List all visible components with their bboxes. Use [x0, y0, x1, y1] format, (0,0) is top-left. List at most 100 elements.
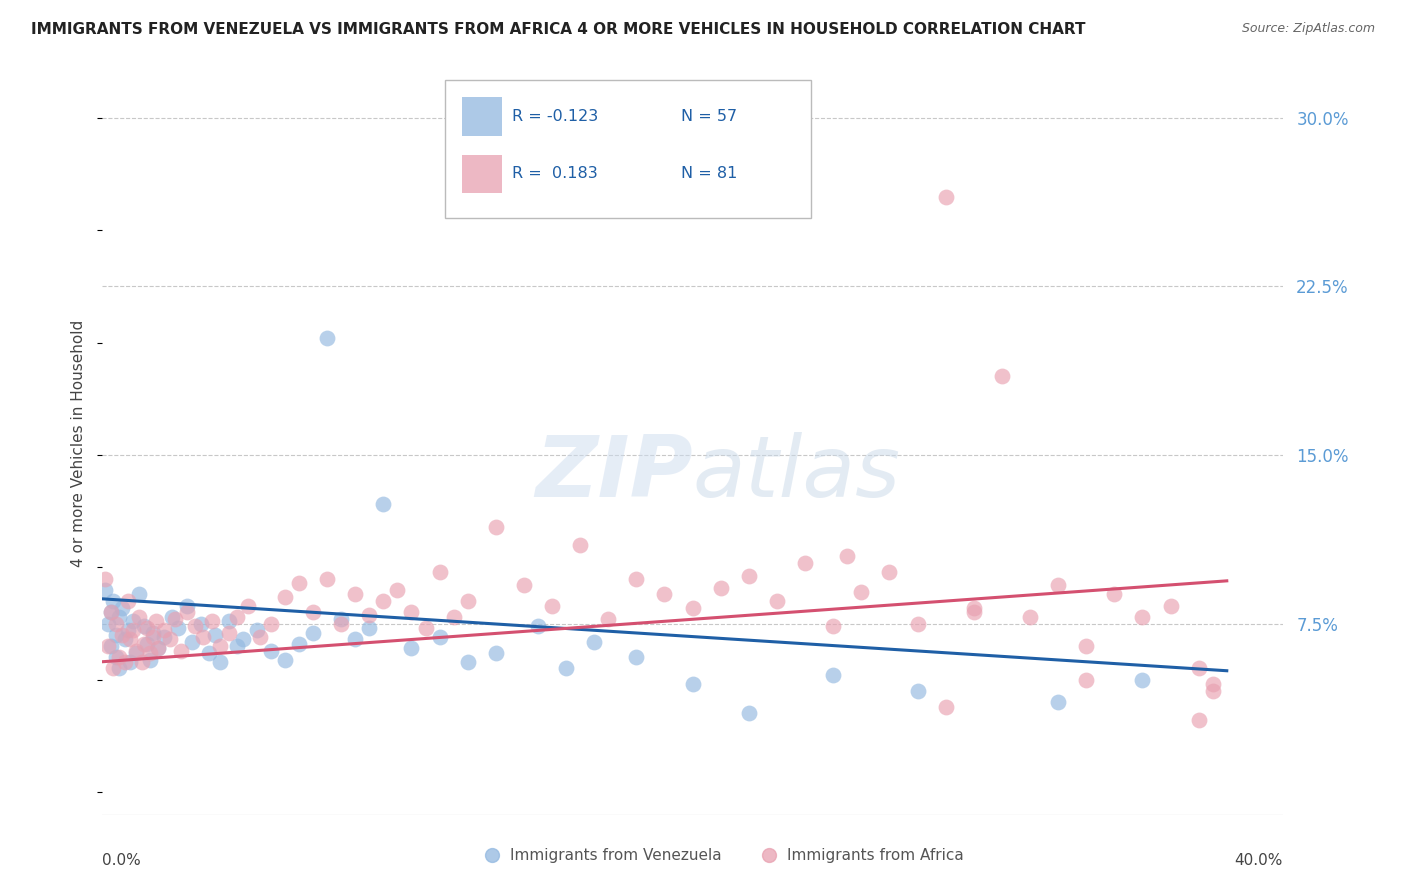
Point — [1019, 609, 1042, 624]
Point — [97, 639, 120, 653]
Text: Source: ZipAtlas.com: Source: ZipAtlas.com — [1241, 22, 1375, 36]
Point — [181, 634, 204, 648]
Point — [935, 189, 957, 203]
Point — [139, 652, 162, 666]
Point — [330, 616, 353, 631]
Point — [122, 615, 145, 629]
Point — [344, 587, 367, 601]
Point — [170, 643, 193, 657]
Point — [184, 619, 207, 633]
Point — [541, 599, 564, 613]
Point — [316, 572, 339, 586]
Point — [103, 661, 125, 675]
Point — [302, 605, 325, 619]
Point — [963, 600, 986, 615]
Text: N = 81: N = 81 — [681, 166, 737, 180]
Point — [1104, 587, 1126, 601]
Point — [837, 549, 859, 563]
Point — [136, 621, 159, 635]
Point — [120, 632, 142, 647]
Point — [794, 556, 817, 570]
Text: atlas: atlas — [693, 432, 901, 515]
Point — [274, 652, 297, 666]
Text: R =  0.183: R = 0.183 — [512, 166, 598, 180]
Point — [117, 594, 139, 608]
Point — [288, 576, 311, 591]
FancyBboxPatch shape — [463, 97, 502, 136]
Point — [238, 599, 260, 613]
Point — [513, 578, 536, 592]
Point — [288, 637, 311, 651]
Point — [100, 639, 122, 653]
Point — [316, 331, 339, 345]
Point — [485, 646, 508, 660]
Point — [162, 609, 184, 624]
Point — [176, 605, 198, 619]
Point — [359, 607, 381, 622]
Point — [148, 641, 170, 656]
Point — [201, 615, 224, 629]
Point — [485, 520, 508, 534]
Point — [1160, 599, 1182, 613]
Point — [274, 590, 297, 604]
Point — [218, 615, 240, 629]
Point — [682, 600, 704, 615]
Point — [387, 582, 409, 597]
Point — [100, 605, 122, 619]
Point — [1047, 695, 1070, 709]
Point — [198, 646, 221, 660]
Point — [139, 646, 162, 660]
Point — [260, 616, 283, 631]
Point — [176, 599, 198, 613]
Point — [134, 637, 156, 651]
Point — [738, 706, 761, 721]
Point — [1188, 661, 1211, 675]
Point — [165, 612, 187, 626]
Point — [125, 643, 148, 657]
Point — [167, 621, 190, 635]
Text: Immigrants from Africa: Immigrants from Africa — [787, 848, 965, 863]
Point — [114, 655, 136, 669]
Point — [114, 632, 136, 647]
Point — [823, 668, 845, 682]
Point — [373, 498, 395, 512]
Point — [359, 621, 381, 635]
Point — [457, 594, 479, 608]
Point — [145, 615, 167, 629]
Point — [344, 632, 367, 647]
Point — [415, 621, 437, 635]
Point — [100, 605, 122, 619]
Point — [142, 630, 165, 644]
Point — [148, 641, 170, 656]
Point — [583, 634, 606, 648]
Point — [1202, 677, 1225, 691]
Point — [128, 609, 150, 624]
Point — [117, 624, 139, 638]
Point — [111, 628, 134, 642]
Point — [1047, 578, 1070, 592]
Text: 40.0%: 40.0% — [1234, 854, 1284, 869]
Point — [429, 630, 451, 644]
Point — [108, 609, 131, 624]
Point — [190, 616, 212, 631]
Point — [226, 609, 249, 624]
Point — [991, 369, 1014, 384]
Point — [963, 605, 986, 619]
Point — [134, 619, 156, 633]
Point — [738, 569, 761, 583]
Point — [1202, 684, 1225, 698]
Point — [111, 600, 134, 615]
Point — [1076, 673, 1098, 687]
Point — [302, 625, 325, 640]
Point — [907, 616, 929, 631]
Point — [103, 594, 125, 608]
Point — [1076, 639, 1098, 653]
Text: R = -0.123: R = -0.123 — [512, 109, 598, 124]
Point — [153, 624, 176, 638]
Point — [1132, 673, 1154, 687]
Point — [1132, 609, 1154, 624]
Point — [232, 632, 254, 647]
Point — [125, 646, 148, 660]
Point — [122, 624, 145, 638]
Text: ZIP: ZIP — [534, 432, 693, 515]
